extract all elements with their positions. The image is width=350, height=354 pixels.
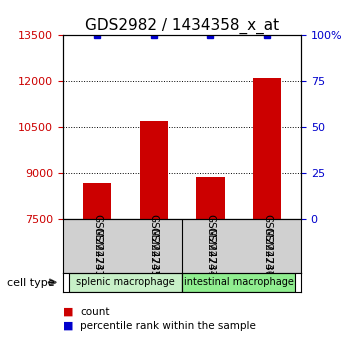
Text: GSM224736: GSM224736	[262, 214, 272, 278]
Text: GSM224733: GSM224733	[92, 214, 102, 278]
Bar	[140, 121, 168, 219]
Text: GSM224733: GSM224733	[92, 227, 102, 291]
Text: ■: ■	[63, 321, 74, 331]
Text: intestinal macrophage: intestinal macrophage	[184, 277, 294, 287]
Text: cell type: cell type	[7, 278, 55, 288]
Text: percentile rank within the sample: percentile rank within the sample	[80, 321, 256, 331]
Text: ■: ■	[63, 307, 74, 316]
Text: GSM224735: GSM224735	[149, 214, 159, 278]
FancyBboxPatch shape	[182, 273, 295, 292]
Text: GSM224736: GSM224736	[262, 227, 272, 291]
Text: GSM224734: GSM224734	[205, 227, 215, 291]
Text: GSM224735: GSM224735	[149, 227, 159, 291]
FancyBboxPatch shape	[69, 273, 182, 292]
Text: splenic macrophage: splenic macrophage	[76, 277, 175, 287]
Title: GDS2982 / 1434358_x_at: GDS2982 / 1434358_x_at	[85, 18, 279, 34]
Bar	[83, 183, 111, 219]
Text: count: count	[80, 307, 110, 316]
Bar	[196, 177, 224, 219]
Text: GSM224734: GSM224734	[205, 214, 215, 278]
Bar	[253, 78, 281, 219]
